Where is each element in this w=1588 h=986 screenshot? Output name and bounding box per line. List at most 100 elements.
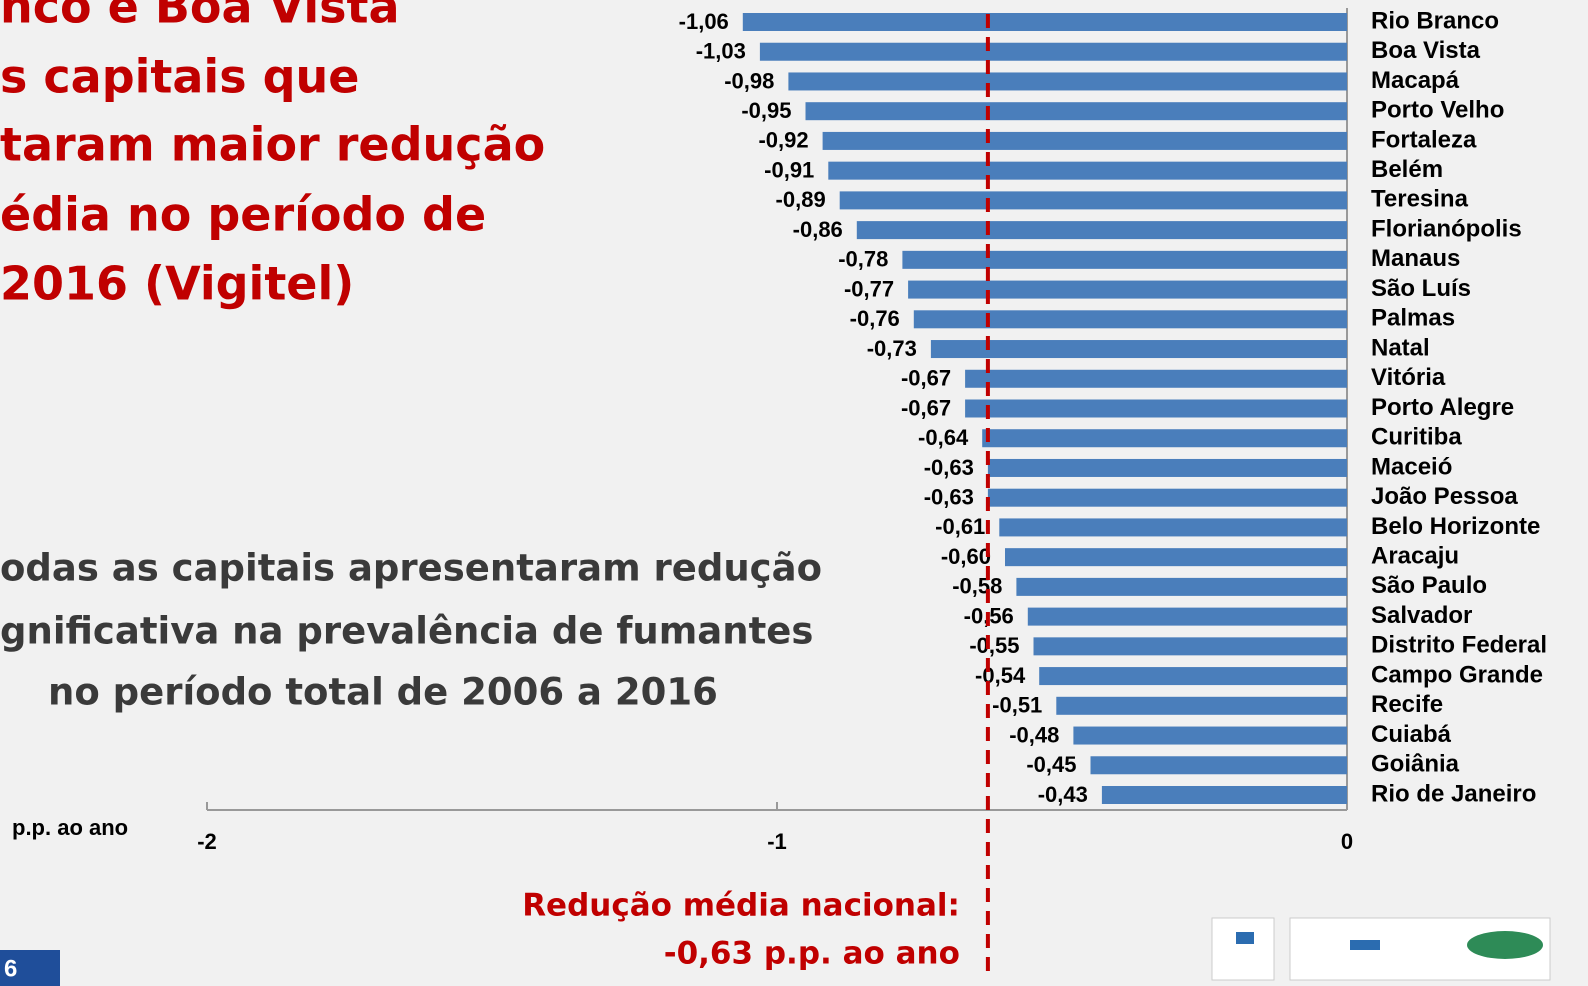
title-line: taram maior redução <box>0 118 545 172</box>
x-tick-label: -2 <box>197 829 217 854</box>
bar <box>759 42 1347 61</box>
category-label: Boa Vista <box>1371 37 1481 64</box>
category-label: Rio de Janeiro <box>1371 780 1536 807</box>
category-label: Distrito Federal <box>1371 632 1547 659</box>
category-label: Porto Velho <box>1371 97 1504 124</box>
logos <box>1211 917 1551 981</box>
reference-label: -0,63 p.p. ao ano <box>664 936 960 972</box>
value-label: -0,78 <box>838 247 888 272</box>
category-label: Rio Branco <box>1371 7 1499 34</box>
title-line: s capitais que <box>0 50 359 104</box>
bar <box>1005 548 1347 567</box>
value-label: -0,51 <box>992 693 1042 718</box>
bar <box>742 13 1347 31</box>
bar <box>987 458 1347 477</box>
value-label: -1,03 <box>696 39 746 64</box>
value-label: -0,76 <box>850 306 900 331</box>
value-label: -0,61 <box>935 514 985 539</box>
bar <box>982 429 1347 448</box>
value-label: -0,86 <box>793 217 843 242</box>
bar <box>856 221 1347 240</box>
logo-icon <box>1467 931 1543 959</box>
category-label: Goiânia <box>1371 751 1460 778</box>
category-label: Porto Alegre <box>1371 394 1514 421</box>
category-label: Macapá <box>1371 67 1460 94</box>
category-label: Palmas <box>1371 305 1455 332</box>
value-label: -0,63 <box>924 485 974 510</box>
value-label: -0,45 <box>1026 752 1076 777</box>
bar <box>822 131 1347 150</box>
bar <box>1101 786 1347 804</box>
category-label: Natal <box>1371 334 1430 361</box>
bar <box>1016 577 1347 596</box>
logo-icon <box>1350 940 1380 950</box>
bar <box>1039 667 1347 686</box>
axis-label: p.p. ao ano <box>12 815 128 840</box>
value-label: -0,58 <box>952 574 1002 599</box>
category-label: São Luís <box>1371 275 1471 302</box>
category-label: Maceió <box>1371 453 1452 480</box>
bar <box>839 191 1347 210</box>
logo-icon <box>1236 932 1254 944</box>
value-label: -1,06 <box>679 9 729 34</box>
value-label: -0,63 <box>924 455 974 480</box>
subtitle-line: no período total de 2006 a 2016 <box>48 671 718 714</box>
value-label: -0,54 <box>975 663 1026 688</box>
category-label: Curitiba <box>1371 424 1462 451</box>
bar <box>965 369 1347 388</box>
category-label: Aracaju <box>1371 542 1459 569</box>
category-label: Cuiabá <box>1371 721 1452 748</box>
category-label: Recife <box>1371 691 1443 718</box>
bar <box>987 488 1347 507</box>
subtitle-line: gnificativa na prevalência de fumantes <box>0 610 813 653</box>
value-label: -0,73 <box>867 336 917 361</box>
page-number-box <box>0 950 60 986</box>
bar <box>1033 637 1347 656</box>
page-number: 6 <box>4 955 17 982</box>
bar <box>1056 696 1347 715</box>
category-label: Belém <box>1371 156 1443 183</box>
value-label: -0,48 <box>1009 722 1059 747</box>
value-label: -0,67 <box>901 366 951 391</box>
bar <box>1073 726 1347 745</box>
category-label: Teresina <box>1371 186 1469 213</box>
title-line: 2016 (Vigitel) <box>0 257 354 311</box>
category-label: Campo Grande <box>1371 661 1543 688</box>
bar <box>930 340 1347 359</box>
value-label: -0,77 <box>844 276 894 301</box>
value-label: -0,89 <box>776 187 826 212</box>
reference-label: Redução média nacional: <box>522 888 960 924</box>
subtitle-line: odas as capitais apresentaram redução <box>0 547 822 590</box>
bar <box>908 280 1347 299</box>
category-label: Fortaleza <box>1371 126 1477 153</box>
title-line: édia no período de <box>0 188 486 242</box>
value-label: -0,43 <box>1038 782 1088 807</box>
value-label: -0,55 <box>969 633 1019 658</box>
bar <box>805 102 1347 121</box>
value-label: -0,91 <box>764 157 814 182</box>
category-label: João Pessoa <box>1371 483 1518 510</box>
value-label: -0,64 <box>918 425 969 450</box>
value-label: -0,95 <box>741 98 791 123</box>
bar <box>913 310 1347 329</box>
value-label: -0,92 <box>758 128 808 153</box>
category-label: São Paulo <box>1371 572 1487 599</box>
bar <box>965 399 1347 418</box>
category-label: Manaus <box>1371 245 1460 272</box>
x-tick-label: -1 <box>767 829 787 854</box>
bar <box>902 250 1347 269</box>
value-label: -0,60 <box>941 544 991 569</box>
bar <box>788 72 1347 91</box>
x-tick-label: 0 <box>1341 829 1353 854</box>
title-line: nco e Boa Vista <box>0 0 400 34</box>
category-label: Florianópolis <box>1371 215 1522 242</box>
category-label: Vitória <box>1371 364 1446 391</box>
bar <box>828 161 1347 180</box>
category-label: Salvador <box>1371 602 1472 629</box>
logo-badge <box>1211 917 1275 981</box>
value-label: -0,67 <box>901 395 951 420</box>
bar <box>1027 607 1347 626</box>
category-label: Belo Horizonte <box>1371 513 1540 540</box>
value-label: -0,98 <box>724 68 774 93</box>
